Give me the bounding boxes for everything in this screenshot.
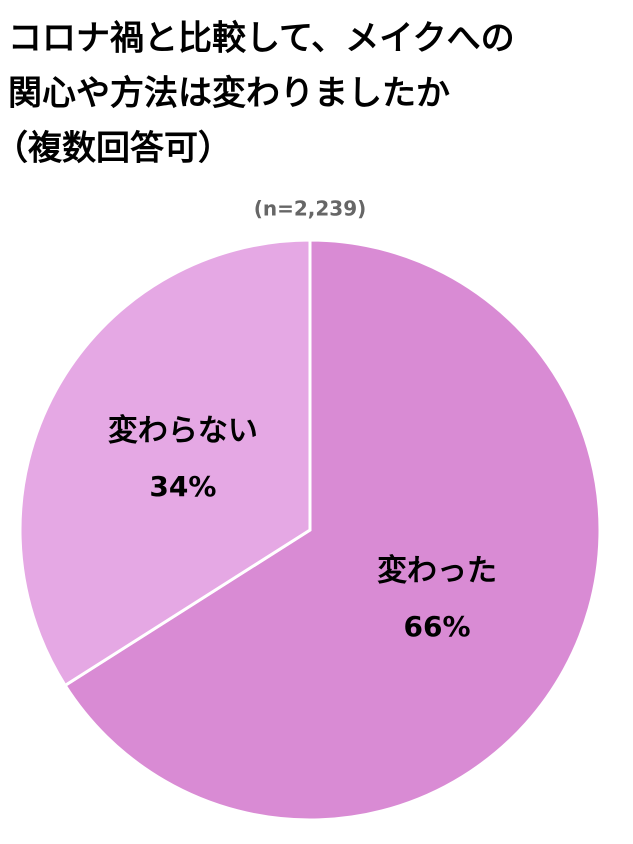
slice-label: 変わらない — [108, 414, 258, 449]
value-label: 66% — [404, 610, 471, 643]
pie-slice — [18, 238, 312, 688]
value-label: 34% — [149, 470, 216, 503]
subtitle: (n=2,239) — [254, 197, 367, 221]
chart-title: 関心や方法は変わりましたか — [8, 74, 450, 114]
slice-label: 変わった — [377, 553, 497, 588]
chart-title: コロナ禍と比較して、メイクへの — [8, 19, 515, 59]
chart-title: （複数回答可） — [0, 129, 232, 169]
pie-slice — [63, 238, 602, 822]
